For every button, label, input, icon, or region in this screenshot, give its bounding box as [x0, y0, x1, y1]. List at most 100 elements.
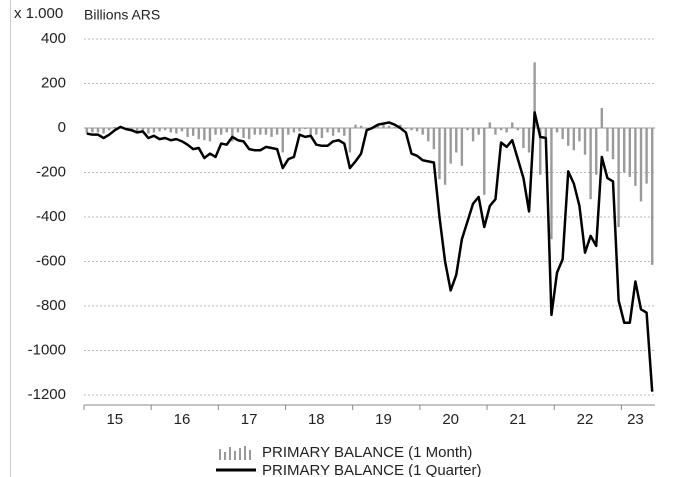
x-tick-label: 23: [627, 411, 644, 428]
bar: [169, 128, 172, 133]
bar: [225, 128, 228, 133]
bar: [410, 128, 413, 131]
bar: [359, 125, 363, 128]
bar: [287, 128, 290, 135]
bar: [460, 128, 464, 166]
bar: [253, 128, 256, 135]
bar: [555, 128, 559, 133]
bar: [617, 128, 620, 228]
bar: [326, 128, 329, 133]
bar: [634, 128, 637, 186]
legend: PRIMARY BALANCE (1 Month) PRIMARY BALANC…: [216, 444, 482, 477]
bar: [578, 128, 581, 142]
bar: [645, 128, 648, 184]
bar: [561, 128, 564, 140]
bar: [522, 128, 525, 149]
bar: [466, 128, 469, 131]
bar: [539, 128, 542, 175]
y-tick-label: -200: [36, 163, 66, 180]
bar: [107, 128, 111, 131]
bar: [85, 128, 88, 134]
bar: [141, 128, 144, 131]
bar: [393, 126, 396, 128]
bar: [214, 128, 217, 135]
x-tick-label: 20: [442, 411, 459, 428]
bar: [583, 128, 587, 155]
bar: [186, 128, 189, 137]
y-tick-label: 0: [58, 119, 66, 136]
bar: [611, 128, 615, 160]
bar: [130, 128, 133, 130]
bar: [443, 128, 447, 185]
bar: [180, 128, 184, 132]
x-tick-label: 19: [375, 411, 392, 428]
bar: [175, 128, 178, 134]
bar: [455, 128, 458, 153]
bar: [219, 128, 223, 135]
bar: [242, 128, 245, 139]
bar: [292, 128, 296, 133]
x-tick-label: 17: [241, 411, 258, 428]
line: [86, 111, 654, 392]
bar: [477, 128, 480, 135]
bar: [147, 128, 150, 134]
bar: [197, 128, 200, 140]
bar: [343, 128, 346, 136]
unit-label: x 1.000: [14, 5, 63, 22]
bar: [382, 123, 385, 128]
bar: [567, 128, 570, 146]
bar: [432, 128, 436, 150]
bar: [589, 128, 592, 200]
bar: [600, 107, 604, 128]
bar: [337, 128, 340, 133]
bar: [544, 128, 548, 137]
bar: [511, 122, 514, 128]
legend-label: PRIMARY BALANCE (1 Month): [262, 444, 472, 461]
x-tick-label: 15: [106, 411, 123, 428]
bar: [572, 128, 576, 151]
bar: [231, 128, 234, 142]
bar: [158, 128, 161, 132]
bar: [203, 128, 206, 141]
bar: [623, 128, 626, 173]
bar: [606, 128, 609, 152]
bar: [628, 128, 632, 177]
bar: [320, 128, 324, 139]
bar: [236, 128, 240, 133]
bar: [354, 124, 357, 128]
bar: [651, 128, 654, 265]
bar: [533, 62, 536, 128]
x-tick-label: 16: [174, 411, 191, 428]
bar: [331, 128, 335, 136]
bar: [348, 128, 352, 153]
y-tick-label: 200: [41, 74, 66, 91]
bar: [427, 128, 430, 142]
legend-label: PRIMARY BALANCE (1 Quarter): [262, 462, 482, 477]
bar: [163, 128, 167, 131]
bar: [259, 128, 262, 135]
bar: [303, 128, 307, 130]
bar: [376, 125, 380, 128]
y-tick-label: -400: [36, 208, 66, 225]
x-tick-label: 18: [308, 411, 325, 428]
y-tick-label: -800: [36, 297, 66, 314]
bar: [404, 128, 408, 130]
bar: [488, 122, 492, 128]
bar: [135, 128, 139, 132]
bar: [499, 128, 503, 131]
bar: [96, 128, 100, 133]
x-tick-label: 22: [577, 411, 594, 428]
bar: [309, 128, 312, 135]
bar: [415, 128, 419, 132]
bar: [270, 128, 273, 137]
y-tick-label: -1200: [28, 386, 66, 403]
bar: [639, 128, 643, 202]
y-tick-label: 400: [41, 30, 66, 47]
bar: [527, 128, 531, 153]
bar: [113, 126, 116, 128]
bar: [152, 128, 156, 133]
bar: [494, 128, 497, 135]
bar: [191, 128, 195, 136]
bar: [421, 128, 424, 135]
